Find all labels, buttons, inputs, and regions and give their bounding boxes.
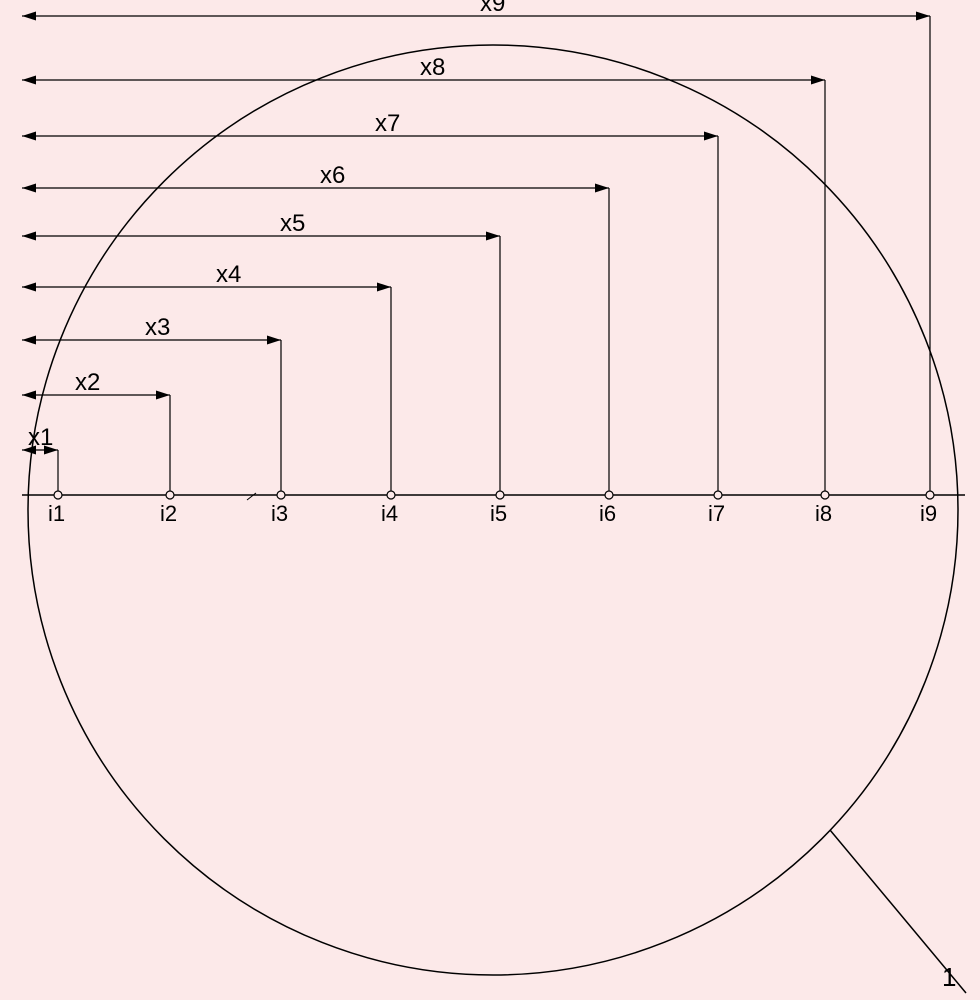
point-label: i9 bbox=[920, 501, 937, 526]
technical-diagram: x1 x2 x3 x4 x5 x6 x7 x8 x9 i1 i2 i3 i4 i5 i6 i7 i8 i9 1 bbox=[0, 0, 980, 1000]
dimension-x8: x8 bbox=[22, 54, 825, 492]
dimension-label: x5 bbox=[280, 210, 305, 237]
point-i1 bbox=[54, 491, 62, 499]
point-label: i8 bbox=[815, 501, 832, 526]
stray-mark bbox=[247, 493, 256, 500]
point-i7 bbox=[714, 491, 722, 499]
point-label: i2 bbox=[160, 501, 177, 526]
dimension-x3: x3 bbox=[22, 314, 281, 492]
dimension-label: x2 bbox=[75, 369, 100, 396]
point-i3 bbox=[277, 491, 285, 499]
dimension-x5: x5 bbox=[22, 210, 500, 492]
dimension-label: x9 bbox=[480, 0, 505, 17]
dimension-x7: x7 bbox=[22, 110, 718, 492]
point-i4 bbox=[387, 491, 395, 499]
point-i5 bbox=[496, 491, 504, 499]
point-label: i4 bbox=[381, 501, 398, 526]
dimension-x1: x1 bbox=[22, 424, 58, 492]
dimension-label: x6 bbox=[320, 162, 345, 189]
point-label: i7 bbox=[708, 501, 725, 526]
dimension-x9: x9 bbox=[22, 0, 930, 492]
point-i8 bbox=[821, 491, 829, 499]
leader-label: 1 bbox=[942, 962, 956, 992]
dimension-x6: x6 bbox=[22, 162, 609, 492]
point-i9 bbox=[926, 491, 934, 499]
point-i2 bbox=[166, 491, 174, 499]
point-label: i1 bbox=[48, 501, 65, 526]
dimension-label: x8 bbox=[420, 54, 445, 81]
point-i6 bbox=[605, 491, 613, 499]
point-label: i5 bbox=[490, 501, 507, 526]
point-label: i3 bbox=[271, 501, 288, 526]
point-label: i6 bbox=[599, 501, 616, 526]
dimension-label: x1 bbox=[28, 424, 53, 451]
dimension-label: x4 bbox=[216, 261, 241, 288]
dimension-label: x7 bbox=[375, 110, 400, 137]
dimension-label: x3 bbox=[145, 314, 170, 341]
